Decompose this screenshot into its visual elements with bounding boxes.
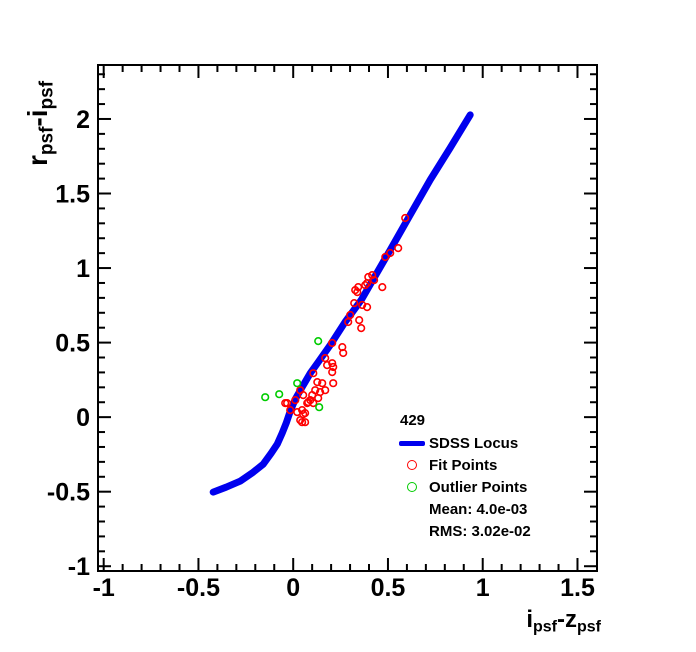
sdss-locus-line-marker xyxy=(399,440,425,446)
plot-frame xyxy=(97,64,598,572)
fit-point xyxy=(350,299,359,308)
fit-point xyxy=(318,379,327,388)
outlier-point xyxy=(315,403,324,412)
fit-point xyxy=(314,394,323,403)
fit-point xyxy=(368,271,377,280)
y-tick-label: 2 xyxy=(76,106,90,134)
outlier-point xyxy=(275,390,284,399)
x-tick-label: 1.5 xyxy=(560,574,595,602)
fit-point xyxy=(378,283,387,292)
outlier-points-circle-marker xyxy=(407,482,417,492)
fit-point xyxy=(344,317,353,327)
legend-row-sdss-locus: SDSS Locus xyxy=(397,432,531,454)
y-title-sub: psf xyxy=(36,126,58,156)
fit-point xyxy=(328,359,337,368)
fit-point xyxy=(286,406,295,415)
fit-point xyxy=(309,369,318,378)
fit-point xyxy=(304,398,313,407)
fit-point xyxy=(353,288,362,297)
x-axis-title: ipsf-zpsf xyxy=(526,608,601,635)
fit-points-circle-marker xyxy=(407,460,417,470)
fit-point xyxy=(363,279,372,288)
fit-point xyxy=(346,310,355,320)
fit-point xyxy=(363,303,372,312)
legend: 429 SDSS Locus Fit Points Outlier Points… xyxy=(397,410,531,542)
legend-marker-cell xyxy=(397,440,427,446)
fit-point xyxy=(361,281,370,290)
x-tick-label: 0 xyxy=(286,574,300,602)
fit-point xyxy=(283,399,292,408)
fit-point xyxy=(328,338,337,348)
y-tick-label: 0 xyxy=(76,404,90,432)
x-title-mid: -z xyxy=(557,606,577,633)
y-tick-label: -1 xyxy=(68,553,90,581)
fit-point xyxy=(299,410,308,419)
fit-point xyxy=(339,348,348,358)
legend-rms-value: RMS: 3.02e-02 xyxy=(429,522,531,540)
x-tick-label: -0.5 xyxy=(177,574,220,602)
x-tick-label: 1 xyxy=(476,574,490,602)
x-title-main: i xyxy=(526,606,533,633)
x-tick-label: -1 xyxy=(93,574,115,602)
fit-point xyxy=(321,386,330,395)
legend-header-count: 429 xyxy=(400,412,426,429)
y-tick-label: -0.5 xyxy=(47,479,90,507)
fit-point xyxy=(301,418,310,427)
x-title-sub2: psf xyxy=(577,618,601,636)
outlier-point xyxy=(293,379,302,388)
outlier-point xyxy=(314,337,323,346)
legend-marker-cell xyxy=(397,482,427,492)
legend-row-mean: Mean: 4.0e-03 xyxy=(397,498,531,520)
fit-point xyxy=(299,391,308,400)
fit-point xyxy=(298,418,307,427)
y-axis-title: rpsf-ipsf xyxy=(22,80,58,166)
fit-point xyxy=(351,286,360,295)
fit-point xyxy=(394,244,403,253)
x-tick-label: 0.5 xyxy=(371,574,406,602)
y-tick-label: 1.5 xyxy=(55,181,90,209)
y-tick-label: 0.5 xyxy=(55,330,90,358)
x-title-sub: psf xyxy=(533,618,557,636)
legend-row-rms: RMS: 3.02e-02 xyxy=(397,520,531,542)
y-title-main: r xyxy=(22,155,53,166)
fit-point xyxy=(357,324,366,333)
fit-point xyxy=(401,213,410,223)
y-tick-label: 1 xyxy=(76,255,90,283)
y-title-mid: -i xyxy=(22,109,53,127)
fit-point xyxy=(328,368,337,377)
legend-label-sdss-locus: SDSS Locus xyxy=(429,434,519,452)
fit-point xyxy=(303,399,312,408)
fit-point xyxy=(381,252,390,262)
fit-point xyxy=(313,378,322,387)
fit-point xyxy=(291,396,300,405)
legend-label-outlier-points: Outlier Points xyxy=(429,478,528,496)
legend-row-fit-points: Fit Points xyxy=(397,454,531,476)
fit-point xyxy=(355,316,364,325)
legend-marker-cell xyxy=(397,460,427,470)
fit-point xyxy=(329,362,338,372)
y-title-sub2: psf xyxy=(36,80,58,110)
outlier-point xyxy=(261,393,270,402)
fit-point xyxy=(329,379,338,388)
legend-row-outlier-points: Outlier Points xyxy=(397,476,531,498)
fit-point xyxy=(321,354,330,363)
legend-mean-value: Mean: 4.0e-03 xyxy=(429,500,528,518)
legend-label-fit-points: Fit Points xyxy=(429,456,498,474)
fit-point xyxy=(386,248,395,258)
